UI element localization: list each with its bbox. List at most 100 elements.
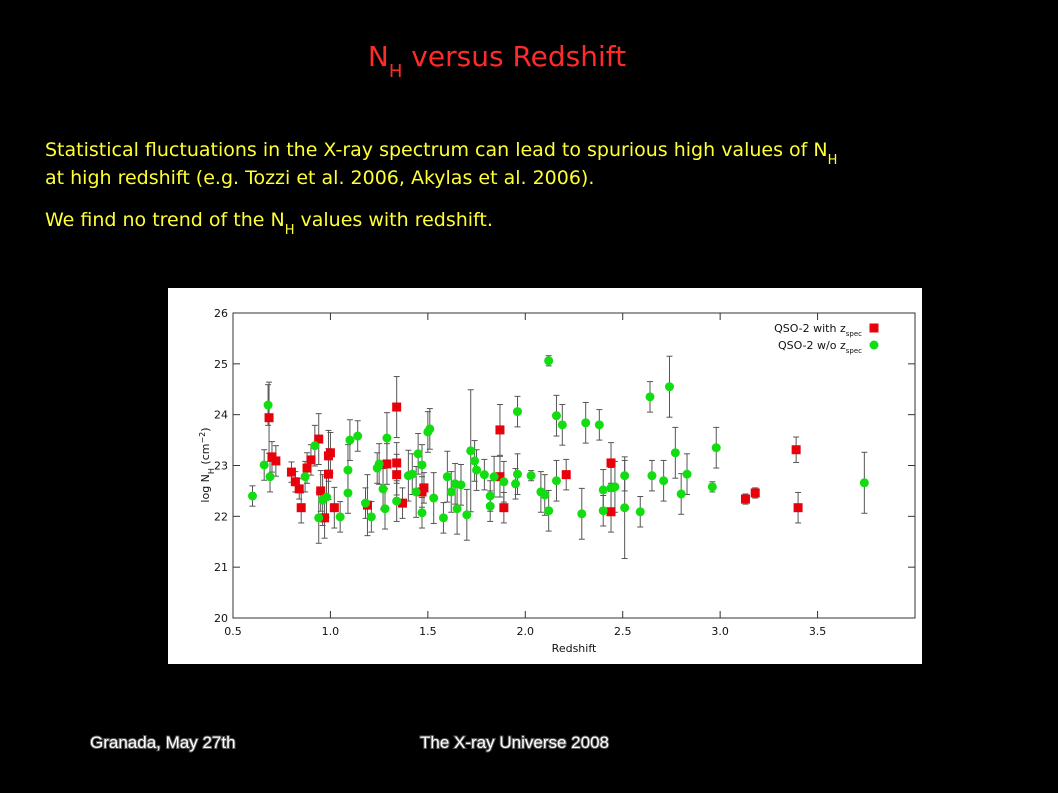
legend-label: QSO-2 with zspec	[774, 322, 862, 338]
legend-marker	[869, 340, 879, 350]
x-tick-label: 1.5	[419, 625, 437, 638]
marker	[302, 463, 312, 473]
marker	[316, 486, 326, 496]
marker	[380, 504, 390, 514]
marker	[610, 482, 620, 492]
marker	[263, 400, 273, 410]
x-tick-label: 1.0	[322, 625, 340, 638]
marker	[470, 456, 480, 466]
legend-subscript: spec	[846, 347, 862, 355]
subscript: H	[828, 153, 838, 168]
marker	[378, 484, 388, 494]
marker	[581, 418, 591, 428]
marker	[392, 496, 402, 506]
marker	[485, 501, 495, 511]
paragraph: at high redshift (e.g. Tozzi et al. 2006…	[45, 167, 594, 189]
marker	[343, 465, 353, 475]
marker	[544, 356, 554, 366]
y-tick-label: 26	[214, 307, 228, 320]
marker	[366, 512, 376, 522]
marker	[411, 487, 421, 497]
marker	[793, 503, 803, 513]
marker	[635, 507, 645, 517]
marker	[707, 482, 717, 492]
marker	[429, 493, 439, 503]
text: We find no trend of the N	[45, 209, 285, 231]
title-text: N	[368, 40, 389, 73]
marker	[438, 513, 448, 523]
marker	[456, 480, 466, 490]
marker	[740, 494, 750, 504]
marker	[557, 420, 567, 430]
subscript: H	[207, 468, 216, 474]
marker	[392, 402, 402, 412]
marker	[259, 460, 269, 470]
legend-subscript: spec	[846, 330, 862, 338]
marker	[540, 490, 550, 500]
marker	[392, 470, 402, 480]
marker	[577, 509, 587, 519]
marker	[329, 503, 339, 513]
marker	[353, 431, 363, 441]
marker	[335, 512, 345, 522]
marker	[512, 407, 522, 417]
marker	[544, 506, 554, 516]
marker	[314, 513, 324, 523]
marker	[472, 465, 482, 475]
marker	[323, 469, 333, 479]
marker	[286, 467, 296, 477]
marker	[659, 476, 669, 486]
legend-text: QSO-2 w/o z	[778, 339, 846, 352]
marker	[407, 469, 417, 479]
marker	[425, 424, 435, 434]
marker	[247, 491, 257, 501]
paragraph: We find no trend of the NH values with r…	[45, 209, 493, 238]
text: log N	[199, 474, 212, 503]
x-tick-label: 3.5	[809, 625, 827, 638]
marker	[499, 477, 509, 487]
marker	[485, 491, 495, 501]
marker	[551, 411, 561, 421]
marker	[296, 503, 306, 513]
marker	[620, 503, 630, 513]
text: (cm	[199, 444, 212, 469]
marker	[645, 392, 655, 402]
x-tick-label: 0.5	[224, 625, 242, 638]
legend-text: QSO-2 with z	[774, 322, 846, 335]
marker	[382, 433, 392, 443]
marker	[647, 471, 657, 481]
y-tick-label: 25	[214, 358, 228, 371]
x-tick-label: 3.0	[711, 625, 729, 638]
marker	[791, 445, 801, 455]
marker	[320, 513, 330, 523]
marker	[306, 455, 316, 465]
marker	[682, 469, 692, 479]
marker	[417, 460, 427, 470]
y-tick-label: 24	[214, 409, 228, 422]
marker	[606, 507, 616, 517]
marker	[511, 479, 521, 489]
marker	[271, 456, 281, 466]
y-axis-label: log NH (cm−2)	[198, 427, 216, 502]
marker	[419, 483, 429, 493]
marker	[620, 471, 630, 481]
marker	[310, 441, 320, 451]
paragraph: Statistical fluctuations in the X-ray sp…	[45, 139, 837, 168]
marker	[265, 472, 275, 482]
marker	[676, 489, 686, 499]
marker	[466, 446, 476, 456]
marker	[670, 448, 680, 458]
marker	[361, 498, 371, 508]
footer: The X-ray Universe 2008	[420, 733, 609, 752]
marker	[382, 459, 392, 469]
marker	[392, 458, 402, 468]
marker	[446, 487, 456, 497]
legend-marker	[869, 323, 879, 333]
y-tick-label: 20	[214, 612, 228, 625]
marker	[413, 449, 423, 459]
marker	[374, 459, 384, 469]
marker	[325, 448, 335, 458]
marker	[750, 488, 760, 498]
marker	[495, 425, 505, 435]
